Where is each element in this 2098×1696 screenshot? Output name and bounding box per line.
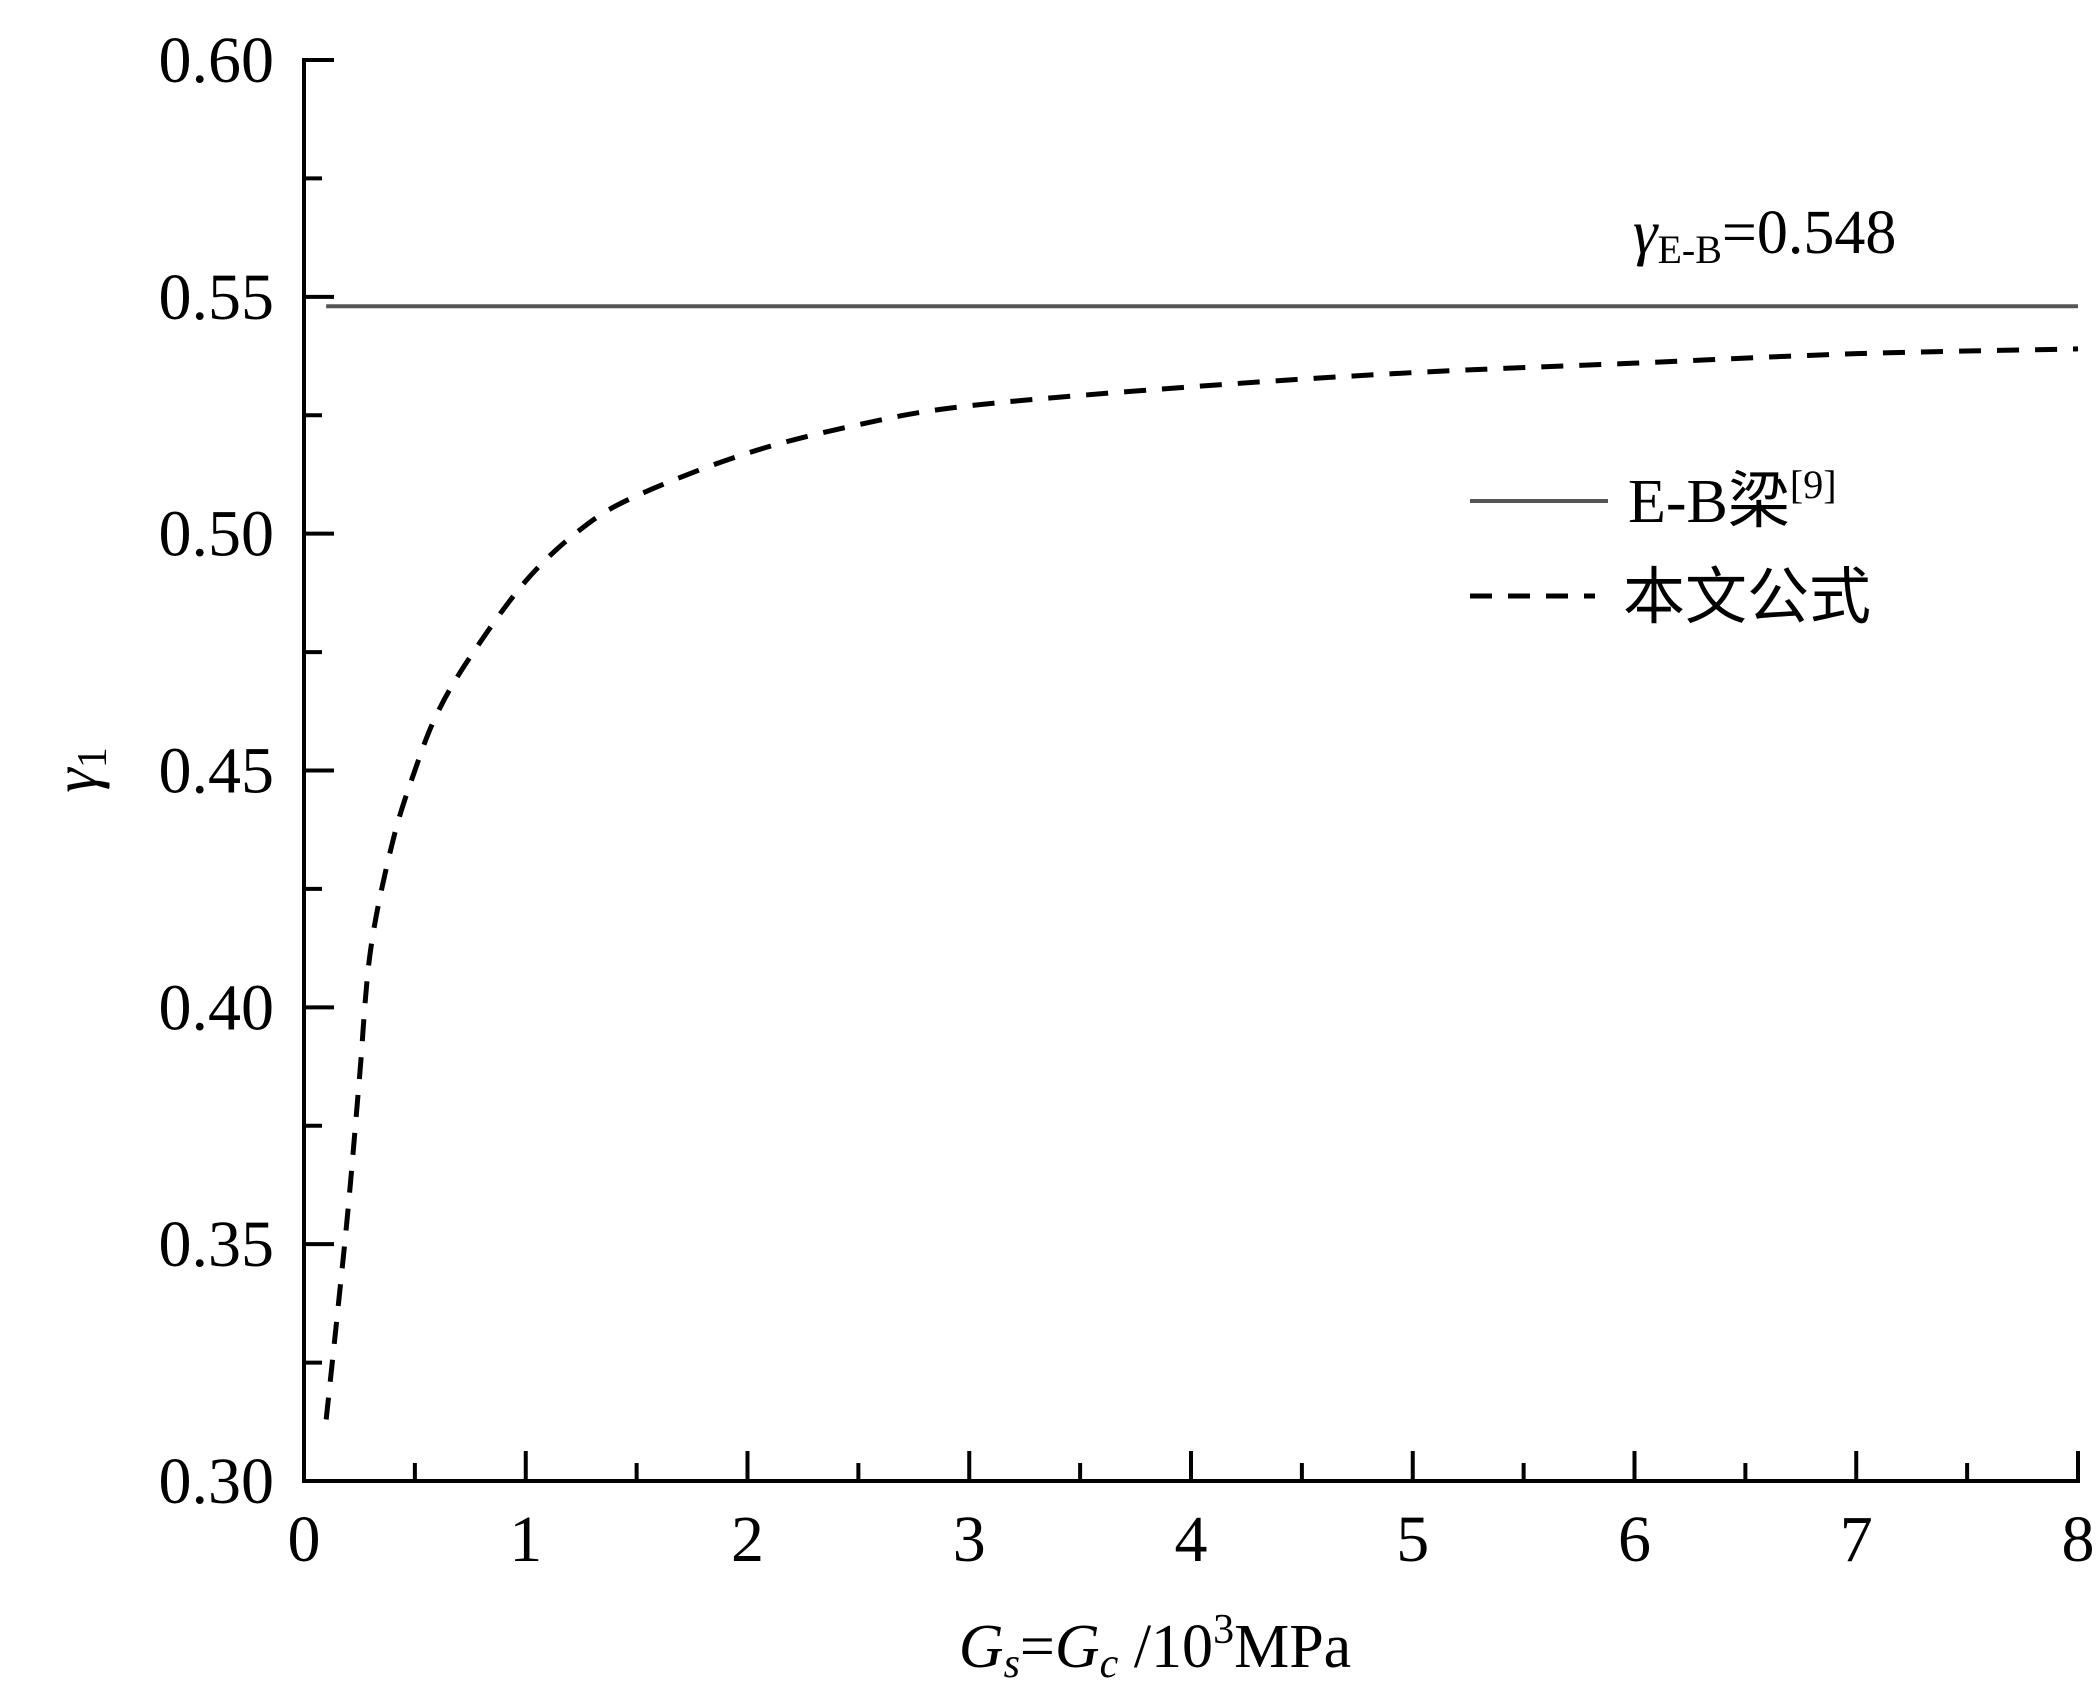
y-tick-label: 0.55	[159, 261, 275, 334]
ticks: 0 1 2 3 4 5 6 7 8 0.30 0.35 0.40 0.45 0.50 0.55 0.60	[159, 24, 2095, 1576]
y-tick-label: 0.60	[159, 24, 275, 97]
y-tick-label: 0.50	[159, 498, 275, 571]
x-tick-label: 7	[1840, 1503, 1873, 1576]
x-tick-label: 4	[1175, 1503, 1208, 1576]
series-line-formula	[323, 346, 2079, 1420]
y-tick-label: 0.45	[159, 735, 275, 808]
x-tick-label: 6	[1618, 1503, 1651, 1576]
x-tick-label: 0	[288, 1503, 321, 1576]
x-tick-label: 2	[731, 1503, 764, 1576]
x-tick-label: 3	[953, 1503, 986, 1576]
y-tick-label: 0.35	[159, 1208, 275, 1281]
annotation-eb-value: γE-B=0.548	[1633, 199, 1896, 272]
legend-label-formula: 本文公式	[1623, 564, 1871, 632]
y-axis-title: γ1	[42, 747, 116, 792]
x-axis-title: Gs=Gc /103MPa	[959, 1607, 1351, 1687]
y-tick-label: 0.30	[159, 1445, 275, 1518]
x-tick-label: 8	[2062, 1503, 2095, 1576]
y-tick-label: 0.40	[159, 971, 275, 1044]
series-layer	[323, 304, 2079, 1420]
x-tick-label: 5	[1396, 1503, 1429, 1576]
legend: E-B梁[9] 本文公式	[1470, 462, 1871, 632]
x-tick-label: 1	[509, 1503, 542, 1576]
legend-label-eb: E-B梁[9]	[1628, 462, 1837, 536]
